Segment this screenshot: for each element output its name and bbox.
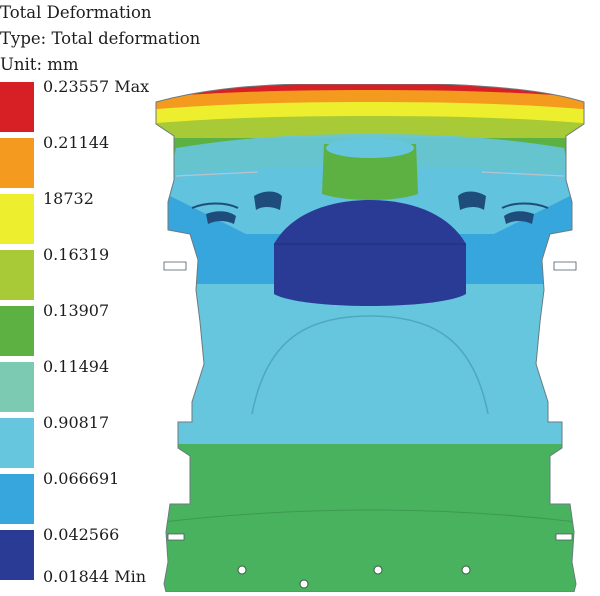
right-slot bbox=[504, 211, 534, 224]
legend-label-4: 0.16319 bbox=[43, 245, 110, 264]
legend-labels: 0.23557 Max 0.21144 18732 0.16319 0.1390… bbox=[43, 72, 178, 592]
color-scale-legend bbox=[0, 82, 34, 582]
piston-details bbox=[155, 84, 585, 592]
deformation-model-view bbox=[155, 84, 585, 592]
right-window bbox=[458, 191, 486, 210]
bottom-hole-2 bbox=[373, 565, 383, 575]
left-slot bbox=[206, 211, 236, 224]
legend-label-7: 0.90817 bbox=[43, 413, 110, 432]
right-side-cyan bbox=[502, 316, 584, 414]
legend-swatch-6 bbox=[0, 362, 34, 412]
legend-label-max: 0.23557 Max bbox=[43, 77, 150, 96]
lower-band-curve-right bbox=[369, 509, 584, 525]
legend-label-6: 0.11494 bbox=[43, 357, 110, 376]
boss-pin-green bbox=[322, 144, 418, 200]
legend-swatch-1 bbox=[0, 82, 34, 132]
legend-label-2: 0.21144 bbox=[43, 133, 110, 152]
legend-label-5: 0.13907 bbox=[43, 301, 110, 320]
dome-outline bbox=[251, 315, 489, 415]
legend-swatch-8 bbox=[0, 474, 34, 524]
upper-slot-shadows bbox=[191, 202, 549, 209]
bottom-hole-3 bbox=[461, 565, 471, 575]
bottom-hole-4 bbox=[299, 579, 309, 589]
legend-swatch-9 bbox=[0, 530, 34, 580]
lower-band-teal bbox=[156, 496, 584, 554]
side-notches-upper bbox=[163, 261, 577, 271]
result-type: Type: Total deformation bbox=[0, 29, 201, 48]
ring-groove-lines bbox=[175, 171, 565, 177]
side-notches-lower bbox=[167, 533, 573, 541]
legend-label-3: 18732 bbox=[43, 189, 94, 208]
piston-outline bbox=[155, 84, 585, 592]
legend-swatch-3 bbox=[0, 194, 34, 244]
result-title: Total Deformation bbox=[0, 3, 152, 22]
legend-label-8: 0.066691 bbox=[43, 469, 120, 488]
lower-band-curve-left bbox=[156, 509, 371, 525]
result-header: Total Deformation Type: Total deformatio… bbox=[0, 0, 200, 78]
legend-swatch-5 bbox=[0, 306, 34, 356]
legend-swatch-4 bbox=[0, 250, 34, 300]
legend-label-min: 0.01844 Min bbox=[43, 567, 147, 586]
result-unit: Unit: mm bbox=[0, 55, 79, 74]
bottom-hole-1 bbox=[237, 565, 247, 575]
left-window bbox=[254, 191, 282, 210]
legend-label-9: 0.042566 bbox=[43, 525, 120, 544]
boss-pin-top bbox=[326, 138, 414, 158]
piston-body bbox=[156, 84, 584, 592]
skirt-cyan-dome bbox=[252, 316, 488, 444]
deep-blue-cavity bbox=[274, 200, 466, 306]
legend-swatch-7 bbox=[0, 418, 34, 468]
legend-swatch-2 bbox=[0, 138, 34, 188]
left-side-cyan bbox=[156, 316, 238, 414]
